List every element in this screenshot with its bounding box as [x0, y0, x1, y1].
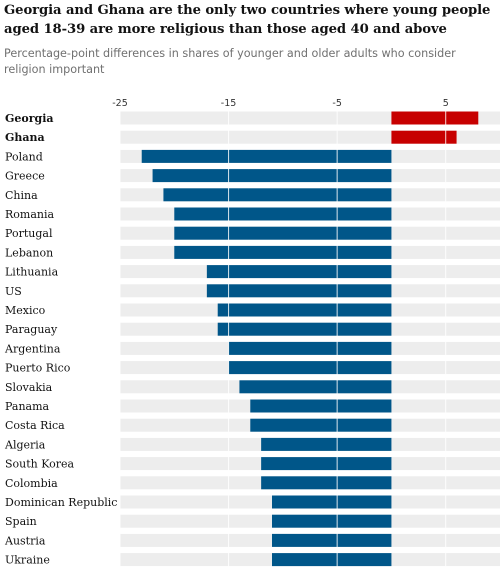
- label-portugal: Portugal: [5, 227, 53, 240]
- label-colombia: Colombia: [5, 477, 58, 490]
- bar-algeria: [261, 437, 392, 451]
- label-greece: Greece: [5, 170, 45, 183]
- bar-ghana: [391, 130, 457, 144]
- bar-costa-rica: [250, 418, 392, 432]
- bar-paraguay: [217, 322, 392, 336]
- bars: [141, 111, 479, 567]
- tick-label: 5: [443, 98, 449, 109]
- bar-lithuania: [206, 265, 392, 279]
- chart-subtitle: Percentage-point differences in shares o…: [4, 47, 456, 76]
- tick-labels: -25 -15 -5 5: [112, 98, 449, 109]
- label-georgia: Georgia: [5, 112, 54, 125]
- bar-us: [206, 284, 392, 298]
- label-us: US: [5, 285, 22, 298]
- bar-romania: [174, 207, 392, 221]
- bar-puerto-rico: [228, 361, 392, 375]
- bar-austria: [272, 533, 392, 547]
- label-slovakia: Slovakia: [5, 381, 53, 394]
- label-dominican-republic: Dominican Republic: [5, 496, 117, 509]
- label-poland: Poland: [5, 150, 43, 163]
- bar-argentina: [228, 341, 392, 355]
- bar-poland: [141, 149, 392, 163]
- label-ukraine: Ukraine: [5, 554, 50, 567]
- label-mexico: Mexico: [5, 304, 46, 317]
- tick-label: -15: [221, 98, 237, 109]
- label-austria: Austria: [4, 534, 46, 547]
- label-costa-rica: Costa Rica: [5, 419, 65, 432]
- label-ghana: Ghana: [5, 131, 45, 144]
- bar-panama: [250, 399, 392, 413]
- bar-lebanon: [174, 245, 392, 259]
- country-labels: Georgia Ghana Poland Greece China Romania Port…: [4, 112, 117, 567]
- label-paraguay: Paraguay: [5, 323, 58, 336]
- bar-china: [163, 188, 392, 202]
- label-panama: Panama: [5, 400, 50, 413]
- bar-ukraine: [272, 553, 392, 567]
- label-lithuania: Lithuania: [5, 266, 59, 279]
- label-algeria: Algeria: [4, 438, 46, 451]
- chart-title: Georgia and Ghana are the only two count…: [4, 3, 491, 37]
- label-romania: Romania: [5, 208, 54, 221]
- label-argentina: Argentina: [4, 342, 61, 355]
- bar-south-korea: [261, 457, 392, 471]
- bar-slovakia: [239, 380, 392, 394]
- gridlines: [119, 110, 447, 568]
- tick-label: -25: [112, 98, 128, 109]
- label-puerto-rico: Puerto Rico: [5, 362, 71, 375]
- label-lebanon: Lebanon: [5, 246, 53, 259]
- label-china: China: [5, 189, 38, 202]
- label-spain: Spain: [5, 515, 37, 528]
- bar-spain: [272, 514, 392, 528]
- label-south-korea: South Korea: [5, 458, 75, 471]
- bar-portugal: [174, 226, 392, 240]
- bar-colombia: [261, 476, 392, 490]
- bar-greece: [152, 169, 392, 183]
- tick-label: -5: [332, 98, 341, 109]
- bar-mexico: [217, 303, 392, 317]
- bar-dominican-republic: [272, 495, 392, 509]
- bar-georgia: [391, 111, 479, 125]
